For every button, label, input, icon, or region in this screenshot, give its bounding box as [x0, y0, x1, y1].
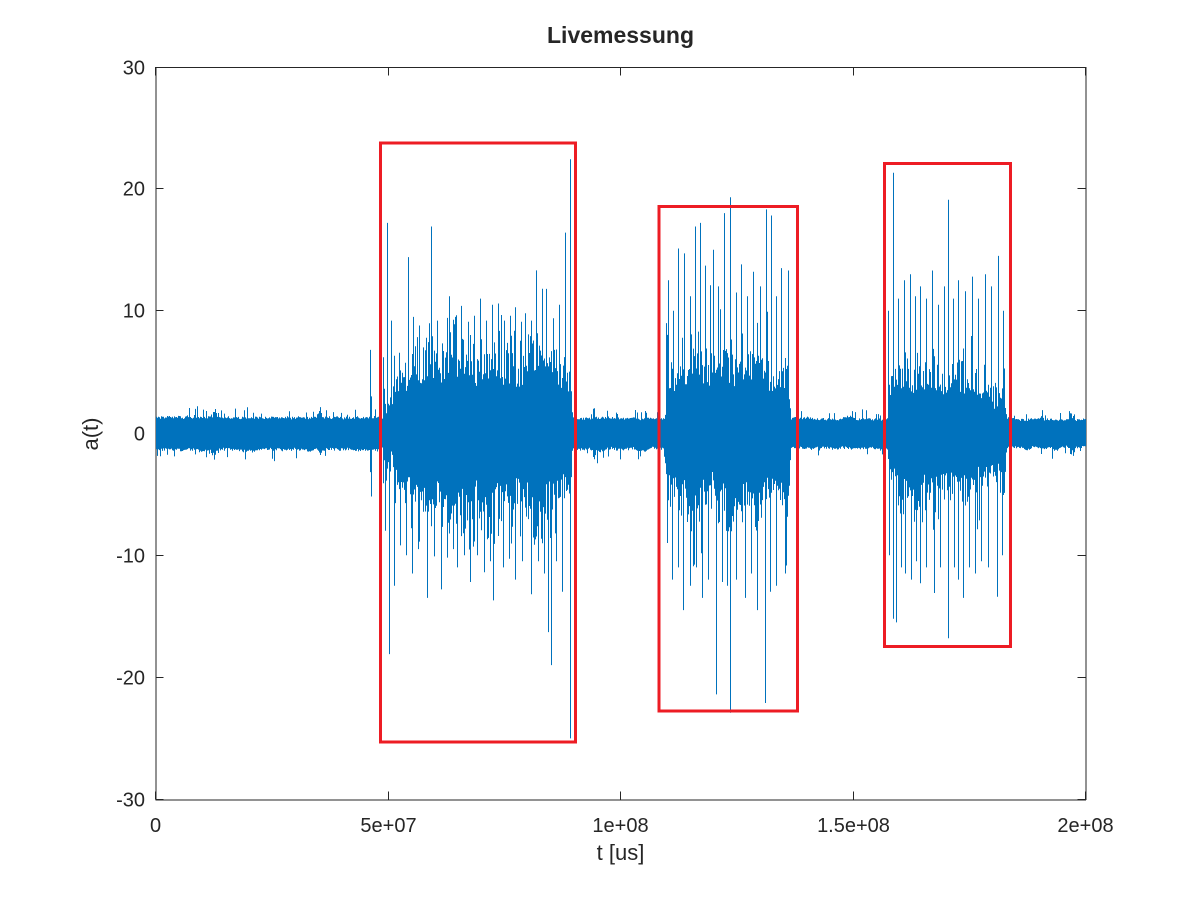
svg-text:20: 20 — [123, 179, 145, 201]
svg-text:0: 0 — [134, 424, 145, 446]
svg-text:-30: -30 — [116, 790, 145, 812]
svg-text:Livemessung: Livemessung — [547, 22, 694, 48]
svg-text:10: 10 — [123, 301, 145, 323]
svg-text:-20: -20 — [116, 668, 145, 690]
svg-text:5e+07: 5e+07 — [360, 815, 416, 837]
svg-text:30: 30 — [123, 58, 145, 80]
svg-text:a(t): a(t) — [78, 418, 103, 451]
svg-text:-10: -10 — [116, 546, 145, 568]
svg-text:1e+08: 1e+08 — [592, 815, 648, 837]
svg-text:0: 0 — [150, 815, 161, 837]
svg-text:t [us]: t [us] — [597, 840, 645, 865]
svg-text:2e+08: 2e+08 — [1057, 815, 1113, 837]
svg-text:1.5e+08: 1.5e+08 — [817, 815, 890, 837]
